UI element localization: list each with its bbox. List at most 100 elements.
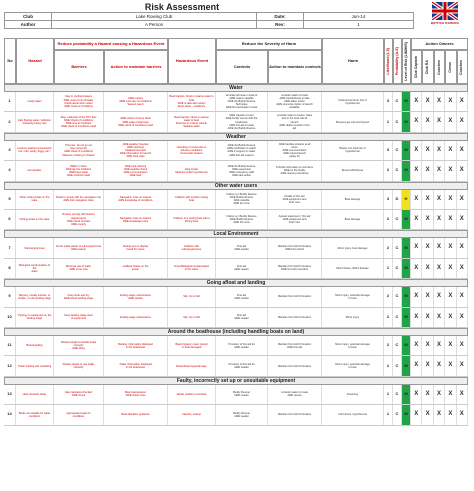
cell-controls: Provision of first aid kit AWE Leader: [216, 336, 268, 356]
club-label: Club: [4, 12, 52, 21]
cell-controls: AWE the Buddy Rescue AWE certificate on …: [216, 140, 268, 161]
cell-prob: C: [393, 140, 402, 161]
section-header: Around the boathouse (including handling…: [4, 328, 468, 336]
cell-action-c: AWE handles shelters at all times AWE co…: [268, 140, 322, 161]
section-header: Faulty, incorrectly set up or unsuitable…: [4, 376, 468, 385]
cell-event: Boat Capsize, flood or swamp water to bo…: [168, 92, 216, 112]
assessment-meta: Club Lake Rowing Club Date: Jun-14 Autho…: [4, 12, 414, 29]
owner-mark: X: [457, 405, 468, 425]
cell-no: 14: [4, 405, 16, 425]
cell-no: 8: [4, 258, 16, 279]
cell-hazard: Submerging trees: [16, 238, 54, 258]
cell-no: 11: [4, 336, 16, 356]
risk-row: 10 Tripping on equipment on the landing s…: [4, 307, 468, 328]
cell-no: 13: [4, 384, 16, 405]
risk-row: 5 Other rowing boats on the Lake Rowers co…: [4, 189, 468, 210]
risk-row: 11 Boat Handling Rowers taught to handle b…: [4, 336, 468, 357]
cell-event: Collision of a rowing boat with a fishin…: [168, 210, 216, 230]
risk-row: 4 Hot weather AWE is it clinic AWE lap the…: [4, 161, 468, 182]
owner-mark: X: [445, 336, 457, 356]
cell-risk-level: M: [402, 405, 411, 425]
cell-event: Collision with submerged trees: [168, 238, 216, 258]
cell-no: 4: [4, 161, 16, 181]
cell-harm: Cold shock, hypothermia: [322, 405, 384, 425]
cell-prob: C: [393, 287, 402, 307]
owner-mark: X: [411, 112, 423, 132]
header-owner-club-captain: Club Captain: [411, 50, 423, 84]
cell-risk-level: M: [402, 112, 411, 132]
cell-like: 2: [384, 238, 393, 258]
owner-mark: X: [457, 238, 468, 258]
header-barriers: Barriers: [54, 50, 104, 84]
cell-harm: Minor injury, boat damage: [322, 238, 384, 258]
cell-action-c: Maintain First Aid Kit location AWE firs…: [268, 336, 322, 356]
cell-risk-level: M: [402, 287, 411, 307]
cell-harm: Boat damage: [322, 210, 384, 230]
cell-risk-level: H: [402, 189, 411, 209]
owner-mark: X: [434, 287, 446, 307]
cell-action-c: Agreed equipment / first aid AWE equipme…: [268, 210, 322, 230]
cell-hazard: Fishing boats on the Lake: [16, 210, 54, 230]
cell-risk-level: M: [402, 92, 411, 112]
cell-hazard: extreme weather (excessively hot, cold, …: [16, 140, 54, 161]
cell-no: 3: [4, 140, 16, 161]
cell-harm: Strains/cuts/ tired, risk of hypothermia: [322, 92, 384, 112]
header-owner-coaches-2: Coaches: [456, 50, 468, 84]
owner-mark: X: [445, 258, 457, 279]
cell-event: Boat Capsize, flood or swamp water to bo…: [168, 112, 216, 132]
cell-controls: Provision of first aid kit AWE Leader: [216, 356, 268, 376]
cell-like: 2: [384, 356, 393, 376]
cell-prob: D: [393, 189, 402, 209]
owner-mark: X: [422, 384, 434, 405]
owner-mark: X: [457, 112, 468, 132]
header-harm: Harm: [322, 38, 384, 84]
cell-action-c: Maintain First Aid Kit location: [268, 287, 322, 307]
owner-mark: X: [457, 189, 468, 209]
owner-mark: X: [422, 92, 434, 112]
owner-mark: X: [434, 140, 446, 161]
cell-risk-level: M: [402, 307, 411, 327]
rev-value: 1: [303, 20, 414, 29]
cell-barriers: AWE is it clinic AWE lap the inhibitors …: [54, 161, 104, 181]
cell-action-b: AWE weather forecast AWE warnings Update…: [104, 140, 168, 161]
cell-no: 12: [4, 356, 16, 376]
owner-mark: X: [457, 307, 468, 327]
cell-barriers: Stay in confined waters AWE must come of…: [54, 92, 104, 112]
section-header: Weather: [4, 132, 468, 141]
cell-event: Slip, trip or fall: [168, 287, 216, 307]
cell-controls: First aid AWE Leader: [216, 258, 268, 279]
cell-no: 9: [4, 287, 16, 307]
owner-mark: X: [457, 210, 468, 230]
owner-mark: X: [457, 92, 468, 112]
owner-mark: X: [434, 112, 446, 132]
owner-mark: X: [445, 140, 457, 161]
cell-risk-level: M: [402, 140, 411, 161]
cell-harm: Minor injury, potential damage to boat: [322, 356, 384, 376]
owner-mark: X: [422, 112, 434, 132]
header-owner-club-ra: Club RA: [422, 50, 434, 84]
risk-row: 2 Fast flowing water / pollution Followin…: [4, 112, 468, 133]
owner-mark: X: [445, 405, 457, 425]
cell-prob: C: [393, 238, 402, 258]
cell-prob: C: [393, 384, 402, 405]
cell-harm: Minor injury: [322, 307, 384, 327]
owner-mark: X: [457, 161, 468, 181]
cell-barriers: Keep landing stage clear of equipment: [54, 307, 104, 327]
cell-hazard: Hot weather: [16, 161, 54, 181]
cell-prob: C: [393, 210, 402, 230]
cell-action-c: Maintain First Aid Kit location: [268, 356, 322, 376]
owner-mark: X: [457, 140, 468, 161]
cell-action-b: Boat maintenance AWE check rules: [104, 384, 168, 405]
cell-prob: C: [393, 307, 402, 327]
cell-like: 1: [384, 405, 393, 425]
cell-like: 1: [384, 112, 393, 132]
owner-mark: X: [445, 92, 457, 112]
cell-event: Rower unable to exit boat: [168, 384, 216, 405]
owner-mark: X: [422, 307, 434, 327]
owner-mark: X: [422, 210, 434, 230]
owner-mark: X: [434, 258, 446, 279]
column-headers: No Hazard Reduce probability a Hazard ca…: [4, 38, 468, 84]
owner-mark: X: [434, 92, 446, 112]
cell-action-c: Maintain First Aid Kit location: [268, 307, 322, 327]
cell-action-c: Maintain First Aid Kit location AWE firs…: [268, 258, 322, 279]
